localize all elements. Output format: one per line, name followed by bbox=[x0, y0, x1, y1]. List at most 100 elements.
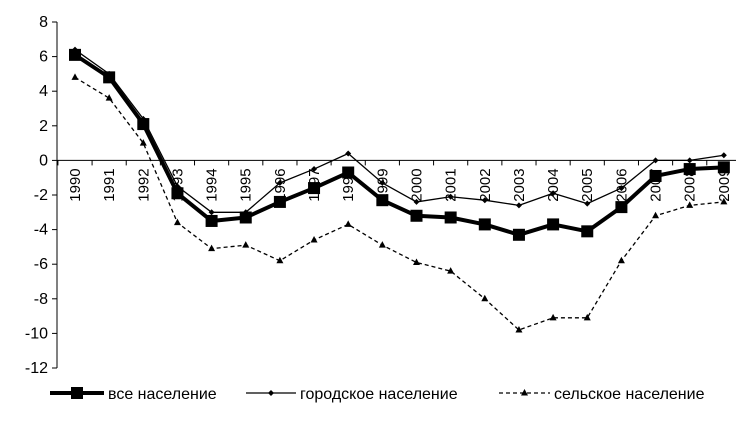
x-tick-labels: 1990 1991 1992 1993 1994 1995 1996 1997 1998 1999… bbox=[67, 168, 733, 201]
data-point bbox=[410, 209, 423, 222]
data-point bbox=[208, 209, 215, 216]
data-point bbox=[345, 150, 352, 157]
legend-label: сельское население bbox=[554, 386, 705, 403]
data-point bbox=[444, 211, 457, 224]
data-point bbox=[242, 241, 250, 248]
y-tick-label: 4 bbox=[39, 83, 48, 100]
data-point bbox=[137, 118, 150, 131]
x-tick-label: 1991 bbox=[101, 168, 118, 201]
data-point bbox=[652, 157, 659, 164]
legend-label: все население bbox=[108, 386, 217, 403]
legend: все население городское население сельское… bbox=[50, 386, 705, 403]
legend-label: городское население bbox=[300, 386, 458, 403]
data-point bbox=[547, 218, 560, 231]
data-point bbox=[481, 294, 489, 302]
data-point bbox=[447, 267, 455, 274]
x-tick-label: 1993 bbox=[169, 168, 186, 201]
data-point bbox=[413, 258, 420, 265]
data-point bbox=[515, 202, 522, 209]
x-tick-label: 2001 bbox=[443, 168, 460, 201]
data-point bbox=[413, 198, 420, 205]
data-point bbox=[276, 179, 283, 186]
data-point bbox=[581, 225, 594, 238]
x-tick-label: 2008 bbox=[682, 168, 699, 201]
data-point bbox=[205, 214, 218, 227]
data-point bbox=[683, 163, 696, 176]
x-tick-label: 2004 bbox=[545, 168, 562, 201]
y-tick-label: -6 bbox=[34, 256, 48, 273]
data-point bbox=[649, 169, 662, 182]
data-point bbox=[310, 235, 318, 243]
y-tick-label: -12 bbox=[25, 360, 48, 377]
data-point bbox=[139, 139, 147, 146]
y-tick-label: 8 bbox=[39, 14, 48, 31]
data-point bbox=[379, 179, 386, 186]
series-1 bbox=[69, 48, 730, 241]
series-lines bbox=[69, 46, 730, 333]
data-point bbox=[481, 197, 488, 204]
x-tick-label: 2002 bbox=[477, 168, 494, 201]
x-tick-label: 1990 bbox=[67, 168, 84, 201]
data-point bbox=[447, 193, 454, 200]
data-point bbox=[173, 218, 181, 226]
x-tick-label: 1994 bbox=[204, 168, 221, 201]
data-point bbox=[720, 152, 727, 159]
x-tick-label: 2000 bbox=[409, 168, 426, 201]
data-point bbox=[171, 187, 184, 200]
y-tick-label: 6 bbox=[39, 49, 48, 66]
x-tick-label: 1997 bbox=[306, 168, 323, 201]
y-tick-label: -4 bbox=[34, 222, 48, 239]
y-tick-label: -10 bbox=[25, 325, 48, 342]
series-line bbox=[74, 76, 724, 331]
x-tick-label: 2003 bbox=[511, 168, 528, 201]
data-point bbox=[515, 325, 523, 333]
data-point bbox=[273, 195, 286, 208]
legend-swatch-marker bbox=[268, 390, 274, 396]
y-tick-label: 0 bbox=[39, 152, 48, 169]
data-point bbox=[308, 182, 321, 195]
y-tick-label: -2 bbox=[34, 187, 48, 204]
data-point bbox=[239, 211, 252, 224]
data-point bbox=[720, 197, 728, 205]
x-tick-label: 1995 bbox=[238, 168, 255, 201]
data-point bbox=[652, 211, 660, 219]
data-point bbox=[615, 201, 628, 214]
x-tick-label: 1998 bbox=[340, 168, 357, 201]
data-point bbox=[71, 73, 79, 80]
x-tick-label: 2005 bbox=[579, 168, 596, 201]
data-point bbox=[717, 161, 730, 174]
data-point bbox=[549, 313, 557, 321]
legend-item-2: городское население bbox=[246, 386, 458, 403]
x-tick-label: 2006 bbox=[613, 168, 630, 201]
data-point bbox=[276, 256, 284, 264]
y-tick-label: -8 bbox=[34, 291, 48, 308]
data-point bbox=[550, 190, 557, 197]
data-point bbox=[618, 185, 625, 192]
legend-item-1: все население bbox=[50, 386, 217, 403]
axes: 8 6 4 2 0 -2 -4 -6 -8 -10 -12 bbox=[25, 14, 736, 377]
data-point bbox=[105, 94, 113, 101]
legend-item-3: сельское население bbox=[499, 386, 705, 403]
data-point bbox=[583, 313, 591, 321]
data-point bbox=[103, 71, 116, 84]
legend-swatch-marker bbox=[71, 387, 83, 399]
x-tick-label: 1999 bbox=[374, 168, 391, 201]
x-tick-label: 1996 bbox=[272, 168, 289, 201]
data-point bbox=[69, 48, 81, 61]
data-point bbox=[342, 166, 355, 179]
data-point bbox=[617, 256, 625, 264]
x-tick-label: 2007 bbox=[648, 168, 665, 201]
y-tick-label: 2 bbox=[39, 118, 48, 135]
data-point bbox=[378, 241, 386, 248]
data-point bbox=[686, 157, 693, 164]
x-tick-label: 2009 bbox=[716, 168, 733, 201]
data-point bbox=[311, 166, 318, 173]
x-tick-label: 1992 bbox=[135, 168, 152, 201]
data-point bbox=[478, 218, 491, 231]
data-point bbox=[344, 220, 352, 227]
data-point bbox=[376, 194, 389, 207]
series-3 bbox=[71, 73, 728, 333]
data-point bbox=[686, 201, 694, 208]
